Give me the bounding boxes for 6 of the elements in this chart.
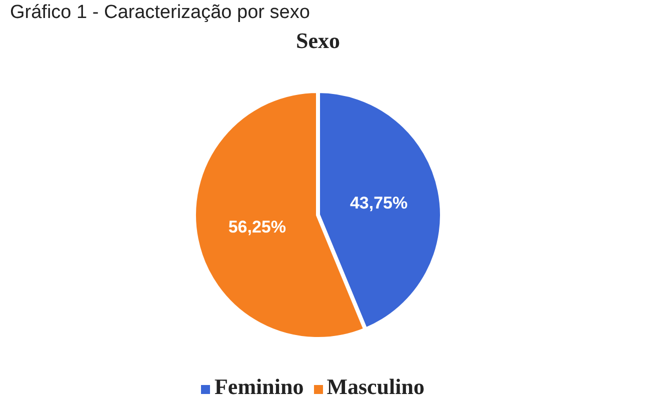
- data-label: 56,25%: [228, 218, 286, 237]
- data-label: 43,75%: [350, 193, 408, 212]
- chart-title: Sexo: [295, 28, 341, 54]
- legend-label: Masculino: [326, 374, 425, 399]
- text: Gráfico 1 - Caracterização por sexo: [10, 2, 310, 24]
- legend-label: Feminino: [214, 374, 304, 399]
